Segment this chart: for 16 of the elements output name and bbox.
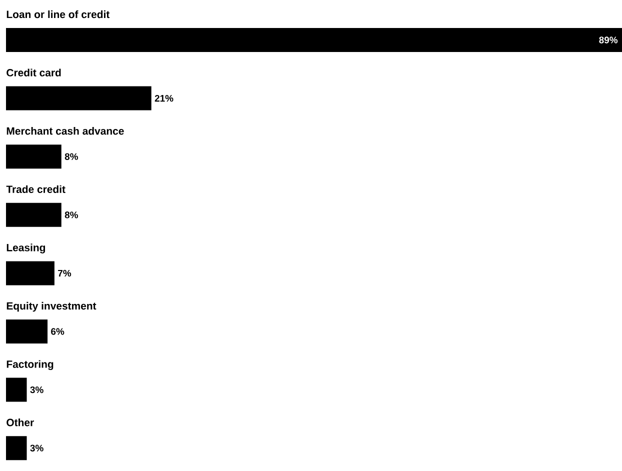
y-tick-label: Loan or line of credit: [6, 10, 110, 18]
y-tick-label: Credit card: [6, 68, 61, 76]
data-label: 8%: [64, 153, 78, 160]
data-label: 8%: [64, 212, 78, 218]
data-label: 6%: [51, 328, 64, 335]
data-label: 21%: [154, 94, 174, 102]
y-tick-label: Other: [6, 418, 34, 426]
y-tick-label: Factoring: [6, 360, 54, 370]
data-label: 3%: [30, 444, 44, 452]
y-tick-label: Equity investment: [6, 302, 96, 312]
y-tick-label: Leasing: [6, 244, 46, 254]
y-tick-label: Trade credit: [6, 185, 66, 194]
y-tick-label: Merchant cash advance: [6, 127, 124, 135]
data-label: 3%: [30, 386, 44, 394]
data-label: 7%: [58, 270, 72, 277]
data-label: 89%: [599, 36, 618, 44]
